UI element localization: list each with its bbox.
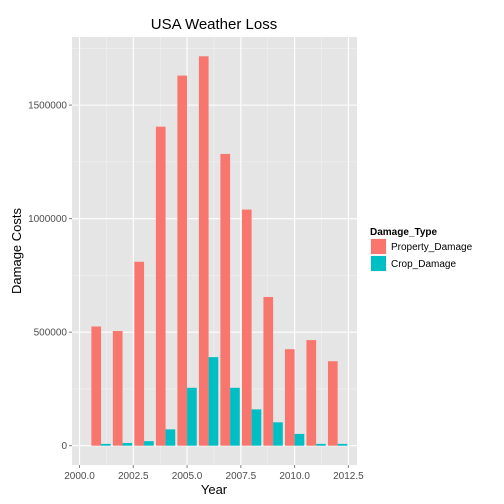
y-tick-label: 1000000 (28, 214, 67, 225)
bar-property-damage (284, 349, 295, 446)
bar-property-damage (306, 340, 317, 446)
bar-property-damage (220, 153, 231, 446)
x-tick-label: 2007.5 (226, 471, 257, 482)
x-axis: 2000.0 2002.5 2005.0 2007.5 2010.0 2012.5 (64, 465, 364, 482)
y-axis: 0 500000 1000000 1500000 (28, 101, 72, 452)
bar-property-damage (263, 296, 274, 446)
bars-layer (91, 56, 348, 446)
legend-swatch-crop-damage (371, 256, 386, 271)
bar-property-damage (91, 326, 102, 446)
bar-property-damage (112, 331, 123, 446)
bar-crop-damage (187, 387, 197, 446)
bar-crop-damage (208, 357, 219, 446)
y-tick-label: 0 (61, 441, 67, 452)
x-tick-label: 2005.0 (172, 471, 203, 482)
bar-crop-damage (316, 443, 326, 446)
x-tick-label: 2012.5 (333, 471, 364, 482)
bar-crop-damage (230, 387, 240, 446)
legend: Damage_Type Property_Damage Crop_Damage (369, 227, 473, 273)
legend-label-property-damage: Property_Damage (391, 242, 473, 253)
legend-swatch-property-damage (371, 239, 386, 254)
bar-property-damage (134, 261, 145, 446)
x-tick-label: 2010.0 (279, 471, 310, 482)
bar-property-damage (327, 361, 338, 446)
y-tick-label: 500000 (34, 328, 68, 339)
bar-crop-damage (337, 443, 348, 446)
bar-crop-damage (144, 441, 154, 446)
bar-crop-damage (122, 442, 133, 446)
x-tick-label: 2002.5 (118, 471, 149, 482)
x-axis-title: Year (201, 482, 228, 497)
x-tick-label: 2000.0 (64, 471, 95, 482)
bar-crop-damage (273, 422, 283, 446)
bar-property-damage (177, 75, 188, 446)
chart-title: USA Weather Loss (151, 16, 277, 33)
legend-title: Damage_Type (370, 227, 438, 238)
y-axis-title: Damage Costs (9, 208, 24, 294)
bar-property-damage (241, 209, 252, 446)
bar-crop-damage (294, 433, 305, 446)
bar-crop-damage (165, 429, 176, 446)
legend-label-crop-damage: Crop_Damage (391, 259, 456, 270)
y-tick-label: 1500000 (28, 101, 67, 112)
bar-crop-damage (251, 409, 262, 446)
bar-crop-damage (101, 443, 111, 446)
bar-property-damage (155, 126, 166, 446)
bar-property-damage (198, 56, 209, 446)
